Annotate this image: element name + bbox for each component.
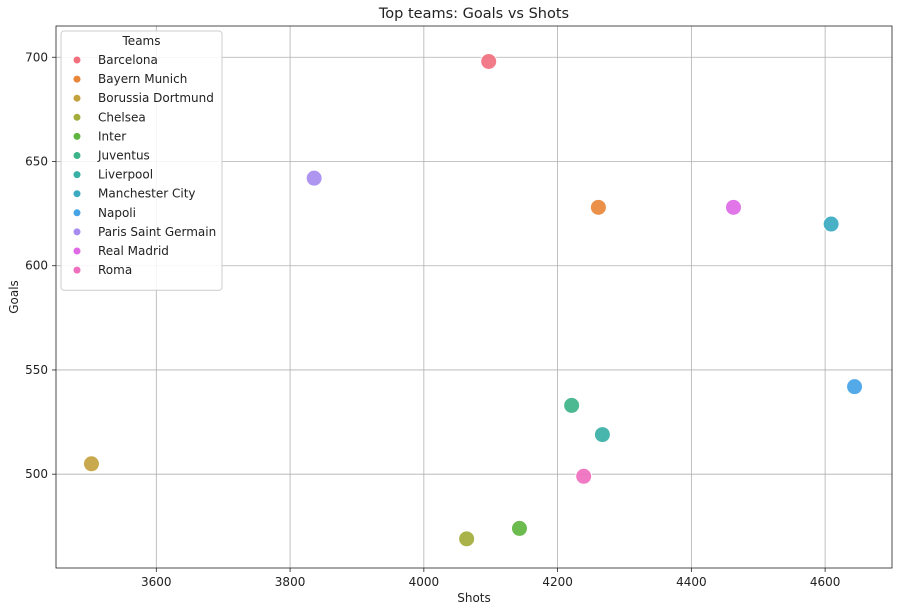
y-tick-label: 700 [25,50,48,64]
data-point-juventus [563,396,581,414]
data-point-liverpool [593,426,611,444]
legend-marker [73,132,81,140]
legend: Teams Barcelona Bayern Munich Borussia Dor… [60,30,223,291]
y-tick-label: 500 [25,467,48,481]
legend-entry: Liverpool [98,168,153,182]
plot-frame [55,25,893,569]
legend-marker [73,228,81,236]
data-point-bayern-munich [589,198,607,216]
legend-entry: Juventus [97,149,150,163]
legend-marker [73,247,81,255]
x-tick-label: 3800 [275,575,306,589]
data-point-roma [575,467,593,485]
legend-entry: Bayern Munich [98,72,187,86]
x-tick-label: 4400 [676,575,707,589]
data-point-real-madrid [724,198,742,216]
data-point-napoli [846,378,864,396]
legend-entry: Chelsea [98,110,146,124]
legend-title: Teams [122,34,161,48]
data-point-inter [510,519,528,537]
legend-entry: Roma [98,263,132,277]
x-axis-label: Shots [457,591,491,605]
legend-marker [73,75,81,83]
legend-marker [73,209,81,217]
legend-marker [73,152,81,159]
data-points [82,52,864,548]
x-tick-label: 4200 [542,575,573,589]
x-tick-label: 4000 [409,575,440,589]
legend-entry: Real Madrid [98,244,169,258]
data-point-chelsea [458,530,476,548]
data-point-paris-saint-germain [305,169,323,187]
data-point-borussia-dortmund [82,455,100,473]
legend-marker [73,266,81,274]
legend-marker [73,56,81,64]
data-point-barcelona [480,52,498,70]
legend-box [60,30,223,291]
legend-entry: Paris Saint Germain [98,225,216,239]
legend-items: Barcelona Bayern Munich Borussia Dortmund C… [73,53,216,277]
legend-marker [73,94,81,102]
legend-entry: Napoli [98,206,136,220]
legend-marker [73,113,81,121]
y-tick-label: 650 [25,155,48,169]
data-point-manchester-city [822,215,840,233]
y-tick-label: 600 [25,259,48,273]
legend-entry: Borussia Dortmund [98,91,214,105]
x-axis-ticks: 3600 3800 4000 4200 4400 4600 [141,568,840,589]
chart-title: Top teams: Goals vs Shots [378,6,569,22]
x-tick-label: 3600 [141,575,172,589]
y-tick-label: 550 [25,363,48,377]
legend-entry: Barcelona [98,53,158,67]
legend-marker [73,190,81,198]
y-axis-ticks: 500 550 600 650 700 [25,50,56,481]
legend-entry: Manchester City [98,187,196,201]
y-axis-label: Goals [7,280,21,314]
legend-entry: Inter [98,129,126,143]
legend-marker [73,171,81,179]
x-tick-label: 4600 [810,575,841,589]
